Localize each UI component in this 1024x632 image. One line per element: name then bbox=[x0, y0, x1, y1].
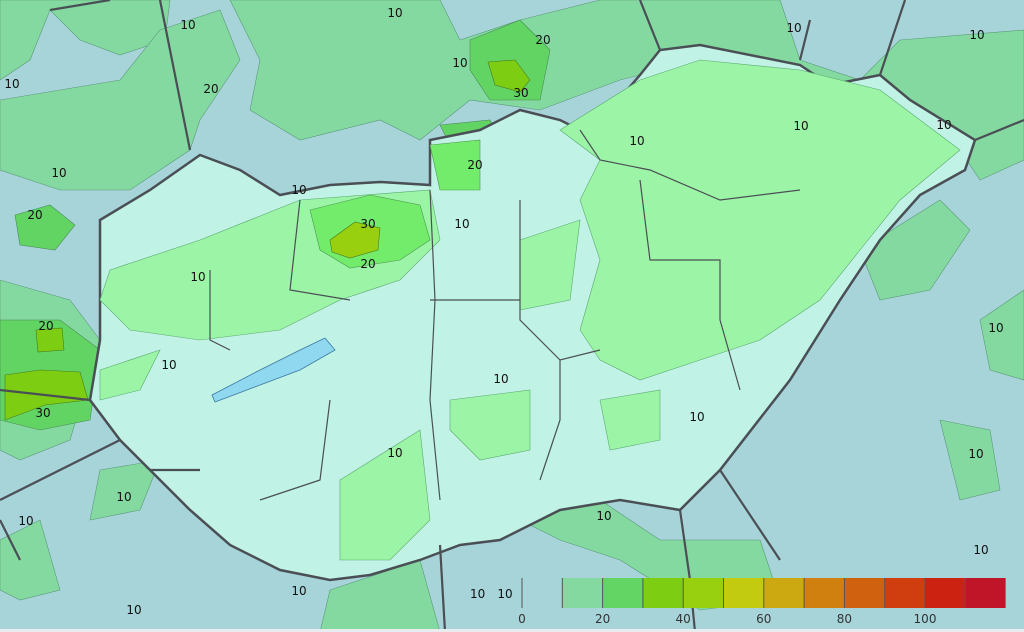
contour-label: 10 bbox=[973, 543, 988, 557]
contour-labels: 10 10 20 10 30 10 10 10 20 10 10 10 20 10 10 20 30 10 20 10… bbox=[4, 6, 1003, 617]
bottom-strip bbox=[0, 629, 1024, 632]
contour-label: 10 bbox=[689, 410, 704, 424]
contour-label: 20 bbox=[360, 257, 375, 271]
legend-bin bbox=[562, 578, 603, 608]
contour-label: 10 bbox=[126, 603, 141, 617]
legend-bin bbox=[602, 578, 643, 608]
legend-bin bbox=[804, 578, 845, 608]
legend-ticks: 0 20 40 60 80 100 bbox=[518, 612, 936, 626]
legend-bin bbox=[642, 578, 684, 608]
legend-bin bbox=[884, 578, 925, 608]
contour-label: 10 bbox=[968, 447, 983, 461]
legend: 10 0 20 40 60 80 100 bbox=[470, 578, 1006, 626]
legend-bins bbox=[521, 578, 1006, 608]
contour-label: 10 bbox=[454, 217, 469, 231]
contour-label: 10 bbox=[18, 514, 33, 528]
contour-label: 10 bbox=[116, 490, 131, 504]
contour-label: 10 bbox=[988, 321, 1003, 335]
legend-tick-label: 80 bbox=[837, 612, 852, 626]
contour-label: 10 bbox=[190, 270, 205, 284]
contour-label: 10 bbox=[51, 166, 66, 180]
contour-label: 20 bbox=[467, 158, 482, 172]
hungary bbox=[88, 43, 977, 582]
legend-tick-label: 60 bbox=[756, 612, 771, 626]
contour-label: 10 bbox=[786, 21, 801, 35]
legend-bin bbox=[683, 578, 724, 608]
contour-label: 10 bbox=[936, 118, 951, 132]
contour-label: 20 bbox=[27, 208, 42, 222]
contour-label: 10 bbox=[497, 587, 512, 601]
legend-tick-label: 20 bbox=[595, 612, 610, 626]
contour-label: 10 bbox=[969, 28, 984, 42]
contour-label: 10 bbox=[387, 446, 402, 460]
contour-label: 10 bbox=[452, 56, 467, 70]
legend-bin bbox=[763, 578, 805, 608]
contour-label: 30 bbox=[35, 406, 50, 420]
legend-tick-label: 0 bbox=[518, 612, 526, 626]
legend-bin bbox=[965, 578, 1006, 608]
legend-bin bbox=[844, 578, 885, 608]
county-borders bbox=[209, 129, 801, 501]
legend-inline-label: 10 bbox=[470, 587, 485, 601]
legend-tick-label: 40 bbox=[676, 612, 691, 626]
contour-label: 10 bbox=[291, 584, 306, 598]
max-30-area bbox=[329, 221, 381, 259]
legend-bin bbox=[925, 578, 966, 608]
contour-label: 10 bbox=[596, 509, 611, 523]
contour-label: 10 bbox=[161, 358, 176, 372]
legend-tick-label: 100 bbox=[914, 612, 937, 626]
contour-label: 10 bbox=[180, 18, 195, 32]
contour-label: 20 bbox=[203, 82, 218, 96]
contour-label: 20 bbox=[38, 319, 53, 333]
contour-label: 10 bbox=[493, 372, 508, 386]
legend-bin bbox=[723, 578, 764, 608]
contour-label: 10 bbox=[793, 119, 808, 133]
contour-label: 10 bbox=[387, 6, 402, 20]
contour-label: 30 bbox=[360, 217, 375, 231]
contour-label: 20 bbox=[535, 33, 550, 47]
lake-balaton bbox=[211, 337, 336, 403]
contour-label: 30 bbox=[513, 86, 528, 100]
contour-label: 10 bbox=[291, 183, 306, 197]
contour-label: 10 bbox=[629, 134, 644, 148]
contour-label: 10 bbox=[4, 77, 19, 91]
